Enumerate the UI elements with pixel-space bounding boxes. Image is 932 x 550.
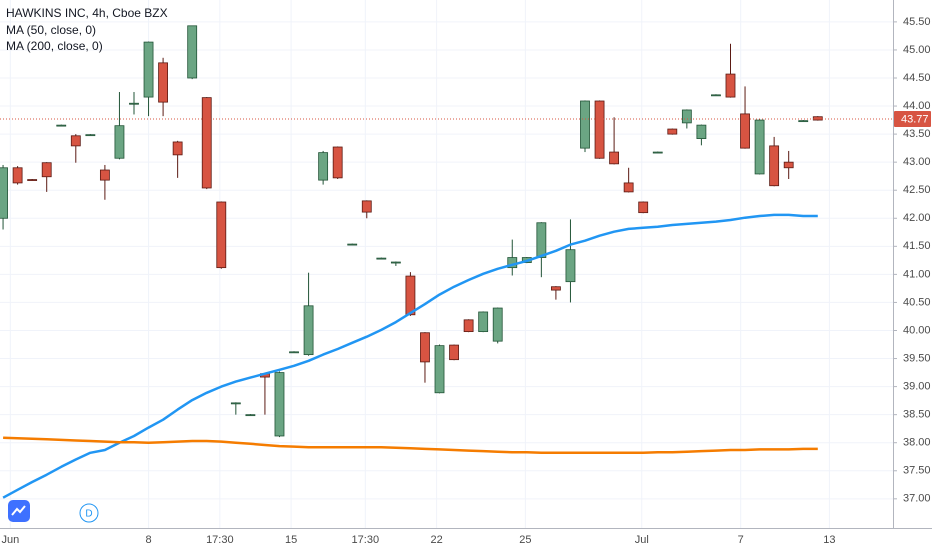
candle-body bbox=[769, 145, 780, 187]
y-tick-label: 45.50 bbox=[903, 16, 931, 28]
y-tick-label: 45.00 bbox=[903, 44, 931, 56]
y-tick-label: 42.50 bbox=[903, 184, 931, 196]
candle-body bbox=[303, 305, 314, 356]
candle-body bbox=[550, 286, 561, 291]
legend-entry: MA (200, close, 0) bbox=[6, 39, 103, 53]
candle-body bbox=[783, 161, 794, 169]
candle-body bbox=[754, 119, 765, 175]
last-price-box bbox=[894, 110, 931, 127]
candle-body bbox=[376, 257, 387, 260]
candle-body bbox=[405, 275, 416, 316]
candle-body bbox=[434, 345, 445, 394]
y-tick-label: 40.50 bbox=[903, 296, 931, 308]
legend-entry: MA (50, close, 0) bbox=[6, 23, 96, 37]
y-tick-label: 43.00 bbox=[903, 156, 931, 168]
y-tick-label: 41.00 bbox=[903, 268, 931, 280]
x-tick-label: Jul bbox=[635, 534, 649, 546]
y-tick-label: 39.50 bbox=[903, 352, 931, 364]
candle-body bbox=[129, 102, 139, 105]
x-tick-label: 7 bbox=[738, 534, 744, 546]
y-tick-label: 37.50 bbox=[903, 465, 931, 477]
candle-body bbox=[230, 402, 241, 405]
moving-average-line bbox=[2, 213, 818, 499]
candle-body bbox=[609, 151, 620, 165]
candle-body bbox=[652, 151, 663, 154]
candle-body bbox=[187, 25, 198, 79]
last-price-label: 43.77 bbox=[901, 113, 929, 125]
candle-body bbox=[812, 116, 823, 121]
candle-body bbox=[696, 124, 707, 139]
candle-body bbox=[361, 200, 372, 213]
candle-body bbox=[420, 332, 430, 363]
candle-body bbox=[70, 135, 81, 147]
y-tick-label: 44.50 bbox=[903, 72, 931, 84]
candle-body bbox=[114, 125, 125, 159]
candle-body bbox=[27, 179, 38, 181]
plot-area bbox=[0, 0, 893, 528]
y-tick-label: 39.00 bbox=[903, 381, 931, 393]
candle-body bbox=[56, 124, 67, 127]
candle-body bbox=[594, 100, 605, 159]
y-tick-label: 42.00 bbox=[903, 212, 931, 224]
candle-body bbox=[347, 243, 358, 246]
y-tick-label: 43.50 bbox=[903, 128, 931, 140]
candle-body bbox=[580, 100, 590, 149]
dividend-icon[interactable]: D bbox=[79, 503, 99, 523]
candle-body bbox=[12, 167, 23, 184]
candle-body bbox=[0, 167, 8, 219]
candle-body bbox=[332, 146, 343, 179]
candle-body bbox=[318, 152, 329, 181]
logo bbox=[8, 500, 30, 522]
candle-body bbox=[216, 201, 227, 269]
moving-average-line bbox=[3, 436, 818, 455]
candle-body bbox=[172, 141, 183, 156]
candle-body bbox=[85, 134, 96, 137]
chart-title: HAWKINS INC, 4h, Cboe BZX bbox=[6, 6, 168, 20]
candle-body bbox=[725, 73, 736, 98]
candle-body bbox=[798, 120, 809, 123]
y-tick-label: 37.00 bbox=[903, 493, 931, 505]
y-tick-label: 41.50 bbox=[903, 240, 931, 252]
candle-body bbox=[99, 169, 110, 181]
candle-body bbox=[158, 62, 169, 103]
candle-body bbox=[245, 414, 256, 417]
x-tick-label: 13 bbox=[823, 534, 835, 546]
candle-body bbox=[201, 97, 212, 189]
x-tick-label: 8 bbox=[145, 534, 151, 546]
y-tick-label: 40.00 bbox=[903, 324, 931, 336]
y-tick-label: 44.00 bbox=[903, 100, 931, 112]
candle-body bbox=[667, 128, 678, 135]
svg-text:D: D bbox=[85, 509, 92, 520]
candle-body bbox=[638, 201, 649, 214]
candle-body bbox=[390, 261, 401, 264]
candle-body bbox=[478, 311, 489, 333]
candle-body bbox=[740, 113, 750, 149]
candle-body bbox=[492, 307, 503, 342]
candle-body bbox=[565, 249, 576, 283]
candle-body bbox=[463, 319, 474, 333]
candle-body bbox=[623, 182, 634, 193]
y-tick-label: 38.00 bbox=[903, 437, 931, 449]
x-tick-label: 17:30 bbox=[206, 534, 234, 546]
y-tick-label: 38.50 bbox=[903, 409, 931, 421]
x-tick-label: 15 bbox=[285, 534, 297, 546]
x-tick-label: 17:30 bbox=[352, 534, 380, 546]
candle-body bbox=[711, 94, 721, 97]
candle-body bbox=[143, 41, 154, 98]
candle-body bbox=[289, 351, 299, 354]
candle-body bbox=[449, 344, 459, 361]
candle-body bbox=[681, 109, 692, 124]
x-tick-label: 25 bbox=[519, 534, 531, 546]
x-tick-label: 22 bbox=[430, 534, 442, 546]
candle-body bbox=[536, 222, 547, 258]
x-tick-label: Jun bbox=[1, 534, 19, 546]
candle-body bbox=[41, 162, 52, 178]
candle-body bbox=[274, 372, 285, 437]
